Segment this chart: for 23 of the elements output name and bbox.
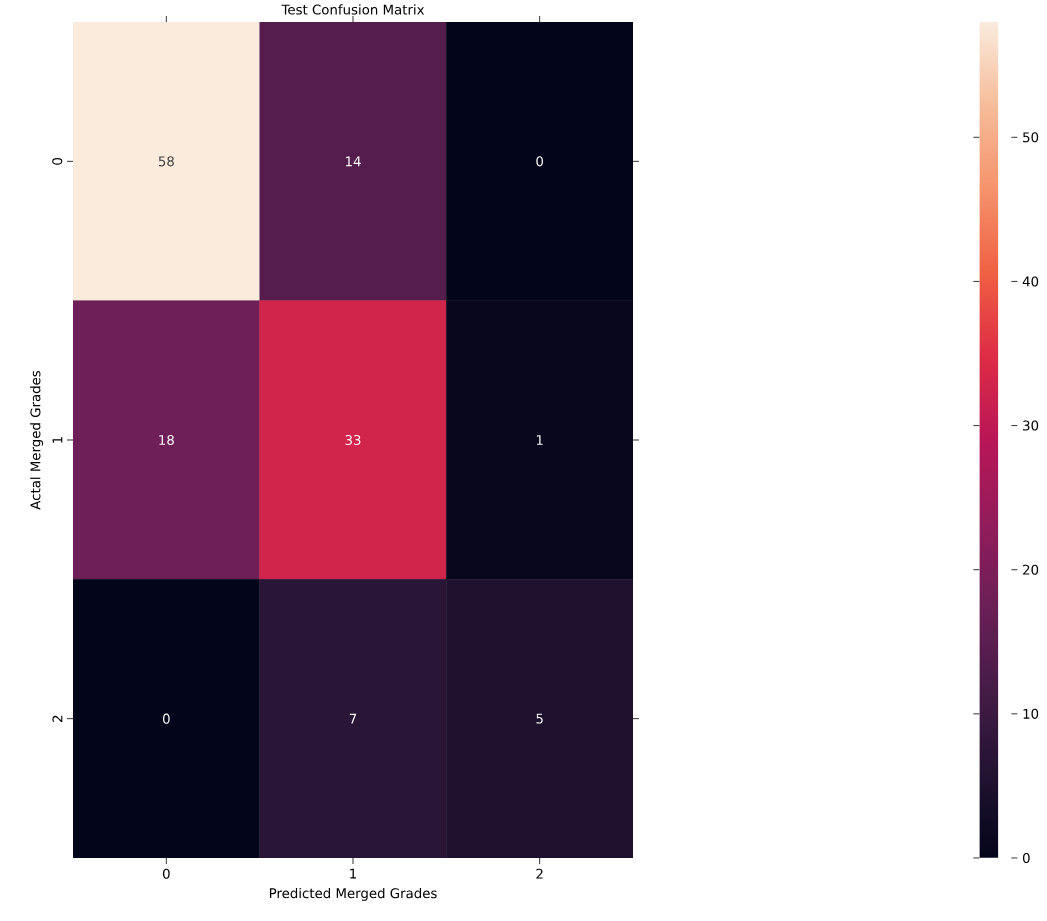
x-axis-title: Predicted Merged Grades: [269, 887, 437, 901]
data-label: 14: [345, 156, 361, 167]
x-tick-label: 2: [536, 868, 543, 879]
data-label: 0: [536, 156, 544, 167]
data-label: 18: [159, 434, 174, 446]
chart-title: Test Confusion Matrix: [281, 4, 425, 15]
data-label: 7: [349, 713, 357, 724]
x-tick-label: 0: [162, 868, 170, 879]
y-tick-label: 2: [52, 715, 63, 722]
color-bar-label: 40: [1022, 276, 1039, 287]
y-tick-label: 1: [52, 436, 63, 443]
y-tick-label: 0: [52, 157, 63, 165]
data-label: 0: [162, 713, 170, 724]
color-bar-label: 10: [1023, 708, 1039, 719]
color-bar-label: 20: [1023, 564, 1039, 575]
color-bar-label: 30: [1023, 420, 1039, 431]
data-label: 58: [158, 156, 174, 167]
color-bar-label: 50: [1023, 132, 1039, 143]
y-axis-title: Actal Merged Grades: [30, 370, 44, 510]
color-bar-label: 0: [1022, 852, 1030, 864]
data-label: 5: [536, 713, 543, 724]
data-label: 33: [345, 434, 361, 446]
x-tick-label: 1: [350, 868, 357, 879]
